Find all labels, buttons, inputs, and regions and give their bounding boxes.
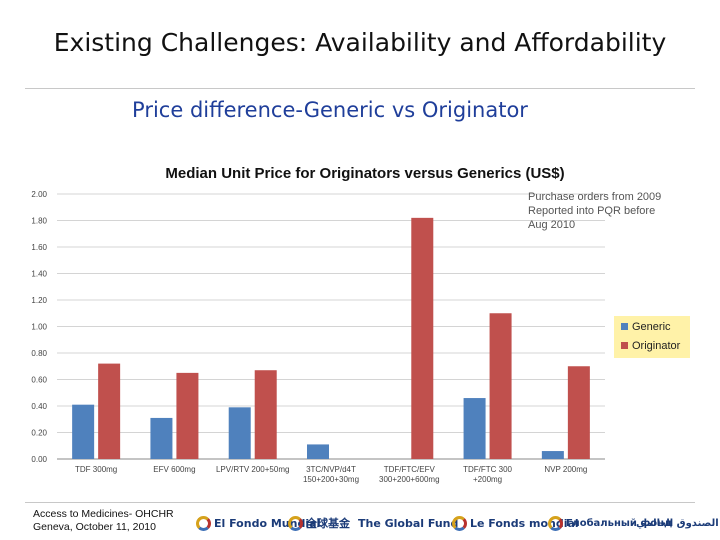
chart-annotation: Aug 2010 xyxy=(528,219,575,231)
x-tick-label: TDF/FTC 300 xyxy=(463,465,512,474)
x-tick-label: 300+200+600mg xyxy=(379,475,440,484)
x-tick-label: NVP 200mg xyxy=(544,465,587,474)
x-tick-label: TDF 300mg xyxy=(75,465,117,474)
y-tick-label: 1.80 xyxy=(31,217,47,226)
logo-chinese: 全球基金 xyxy=(288,510,350,536)
x-tick-label: EFV 600mg xyxy=(153,465,195,474)
bar-originator xyxy=(176,372,199,459)
x-tick-label: LPV/RTV 200+50mg xyxy=(216,465,289,474)
x-tick-label: +200mg xyxy=(473,475,502,484)
logo-arabic: الصندوق العالمي xyxy=(636,510,720,536)
footer-divider xyxy=(25,502,695,503)
bar-generic xyxy=(463,398,486,459)
legend-label: Originator xyxy=(632,340,681,352)
logo-text: The Global Fund xyxy=(358,516,459,530)
y-tick-label: 1.20 xyxy=(31,296,47,305)
global-fund-emblem-icon xyxy=(288,515,303,531)
logo-text: 全球基金 xyxy=(306,517,350,530)
x-tick-label: 150+200+30mg xyxy=(303,475,359,484)
footer-text: Access to Medicines- OHCHR Geneva, Octob… xyxy=(33,508,174,534)
global-fund-emblem-icon xyxy=(548,515,563,531)
bar-chart: Median Unit Price for Originators versus… xyxy=(31,165,690,484)
y-tick-label: 0.60 xyxy=(31,376,47,385)
title-divider xyxy=(25,88,695,89)
x-tick-label: TDF/FTC/EFV xyxy=(384,465,436,474)
global-fund-emblem-icon xyxy=(452,515,467,531)
y-tick-label: 2.00 xyxy=(31,190,47,199)
global-fund-emblem-icon xyxy=(196,515,211,531)
legend-swatch-generic xyxy=(621,323,628,330)
logo-text: الصندوق العالمي xyxy=(636,517,719,529)
y-tick-label: 1.60 xyxy=(31,243,47,252)
chart-title: Median Unit Price for Originators versus… xyxy=(165,165,564,182)
legend-label: Generic xyxy=(632,321,671,333)
bar-generic xyxy=(150,417,173,459)
bar-generic xyxy=(541,451,564,459)
bar-originator xyxy=(254,370,277,459)
partner-logos: El Fondo Mundial 全球基金 The Global Fund Le… xyxy=(196,510,719,536)
bar-originator xyxy=(489,313,512,459)
y-tick-label: 1.00 xyxy=(31,323,47,332)
chart-annotation: Reported into PQR before xyxy=(528,205,655,217)
y-tick-label: 0.80 xyxy=(31,349,47,358)
logo-the-global-fund: The Global Fund xyxy=(358,510,458,536)
slide-subtitle: Price difference-Generic vs Originator xyxy=(132,98,528,122)
bar-originator xyxy=(567,366,590,459)
bar-generic xyxy=(307,444,329,459)
y-tick-label: 1.40 xyxy=(31,270,47,279)
x-tick-label: 3TC/NVP/d4T xyxy=(306,465,356,474)
logo-text: Глобальный фонд xyxy=(566,517,673,529)
bar-originator xyxy=(98,363,121,459)
footer-line-2: Geneva, October 11, 2010 xyxy=(33,521,156,533)
y-tick-label: 0.00 xyxy=(31,455,47,464)
y-tick-label: 0.20 xyxy=(31,429,47,438)
footer-line-1: Access to Medicines- OHCHR xyxy=(33,508,174,520)
bar-originator xyxy=(411,217,434,459)
bar-generic xyxy=(228,407,251,459)
legend-swatch-originator xyxy=(621,342,628,349)
logo-russian: Глобальный фонд xyxy=(548,510,672,536)
y-tick-label: 0.40 xyxy=(31,402,47,411)
bar-generic xyxy=(72,404,95,459)
slide-title: Existing Challenges: Availability and Af… xyxy=(53,28,667,57)
chart-annotation: Purchase orders from 2009 xyxy=(528,191,661,203)
